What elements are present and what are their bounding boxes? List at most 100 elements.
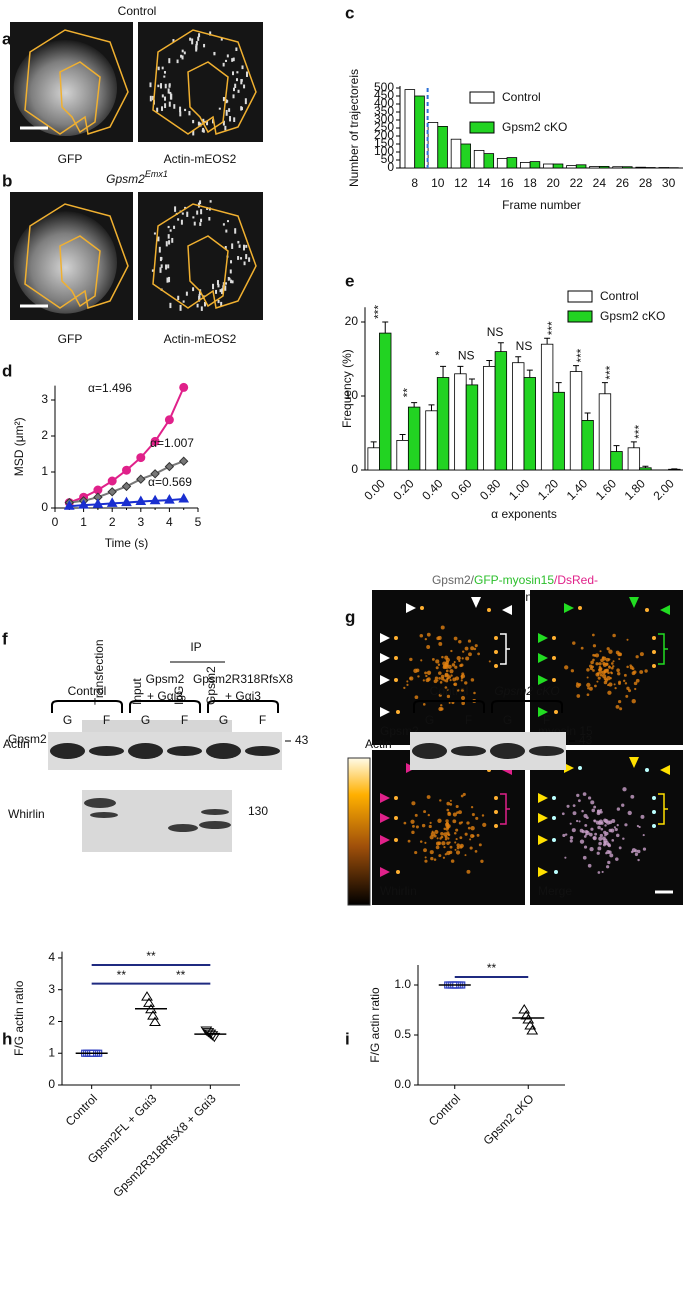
speck xyxy=(165,84,167,89)
speck xyxy=(452,819,456,823)
speck xyxy=(470,846,473,849)
speck xyxy=(474,648,477,651)
speck xyxy=(582,830,585,833)
speck xyxy=(170,94,172,100)
speck xyxy=(446,809,449,812)
error-bar xyxy=(457,366,463,373)
band xyxy=(84,798,116,808)
speck xyxy=(608,666,611,669)
band xyxy=(412,743,447,759)
speck xyxy=(169,303,171,308)
speck xyxy=(438,854,441,857)
speck xyxy=(592,669,595,672)
significance: ** xyxy=(487,961,497,975)
bar xyxy=(530,162,540,168)
speck xyxy=(403,687,405,689)
tip xyxy=(494,664,498,668)
error-bar xyxy=(428,405,434,411)
legend-label: Gpsm2 cKO xyxy=(502,120,567,134)
speck xyxy=(445,853,447,855)
x-tick-label: 10 xyxy=(431,176,445,190)
speck xyxy=(629,664,631,666)
title-superscript: Emx1 xyxy=(145,169,168,179)
speck xyxy=(446,670,449,673)
group-label: Gpsm2 cKO xyxy=(494,684,559,698)
speck xyxy=(235,47,237,51)
speck xyxy=(594,685,597,688)
bar xyxy=(426,411,438,470)
speck xyxy=(225,230,227,233)
y-tick-label: 0 xyxy=(351,462,358,476)
speck xyxy=(404,822,407,825)
x-tick-label: Gpsm2 cKO xyxy=(480,1091,536,1147)
error-bar xyxy=(486,360,492,366)
speck xyxy=(158,67,160,71)
band xyxy=(89,746,124,756)
tip xyxy=(494,636,498,640)
speck xyxy=(570,823,572,825)
speck xyxy=(598,871,601,874)
speck xyxy=(430,835,434,839)
speck xyxy=(234,228,236,233)
title-part: Gpsm2/ xyxy=(432,573,475,587)
speck xyxy=(644,669,647,672)
speck xyxy=(466,870,470,874)
speck xyxy=(169,102,171,107)
speck xyxy=(446,802,450,806)
size-marker: 130 xyxy=(248,804,268,818)
speck xyxy=(415,695,419,699)
bar xyxy=(405,90,415,168)
speck xyxy=(609,853,613,857)
speck xyxy=(186,212,188,217)
speck xyxy=(612,660,614,662)
speck xyxy=(596,681,598,683)
speck xyxy=(173,104,175,109)
bar xyxy=(466,385,478,470)
speck xyxy=(436,666,439,669)
lane-label: G xyxy=(425,713,434,727)
lane-label: F xyxy=(259,713,266,727)
y-tick-label: 2 xyxy=(41,428,48,442)
point xyxy=(519,1005,529,1013)
speck xyxy=(440,832,443,835)
y-tick-label: 0.0 xyxy=(394,1077,411,1091)
bar xyxy=(590,166,600,168)
speck xyxy=(420,659,422,661)
speck xyxy=(612,634,616,638)
speck xyxy=(168,58,170,63)
speck xyxy=(572,641,575,644)
bar xyxy=(497,158,507,168)
speck xyxy=(406,684,408,686)
speck xyxy=(427,633,431,637)
panel-title: Control xyxy=(118,4,157,18)
speck xyxy=(191,38,193,44)
error-bar xyxy=(556,383,562,393)
speck xyxy=(446,831,449,834)
speck xyxy=(159,247,161,253)
y-tick-label: 3 xyxy=(48,982,55,996)
speck xyxy=(436,842,440,846)
speck xyxy=(624,823,627,826)
speck xyxy=(429,825,432,828)
speck xyxy=(241,107,243,110)
speck xyxy=(564,665,568,669)
x-axis-label: α exponents xyxy=(491,507,557,521)
speck xyxy=(456,850,460,854)
speck xyxy=(589,833,593,837)
y-tick-label: 20 xyxy=(345,314,359,328)
tip xyxy=(494,824,498,828)
speck xyxy=(225,60,227,62)
speck xyxy=(445,838,447,840)
y-tick-label: 0.5 xyxy=(394,1027,411,1041)
speck xyxy=(637,859,639,861)
speck xyxy=(180,305,182,311)
tip xyxy=(652,824,656,828)
panel-label: c xyxy=(345,3,354,22)
speck xyxy=(598,842,602,846)
point xyxy=(123,482,131,490)
bar xyxy=(415,96,425,168)
speck xyxy=(480,860,483,863)
speck xyxy=(570,839,573,842)
y-tick-label: 0 xyxy=(41,500,48,514)
